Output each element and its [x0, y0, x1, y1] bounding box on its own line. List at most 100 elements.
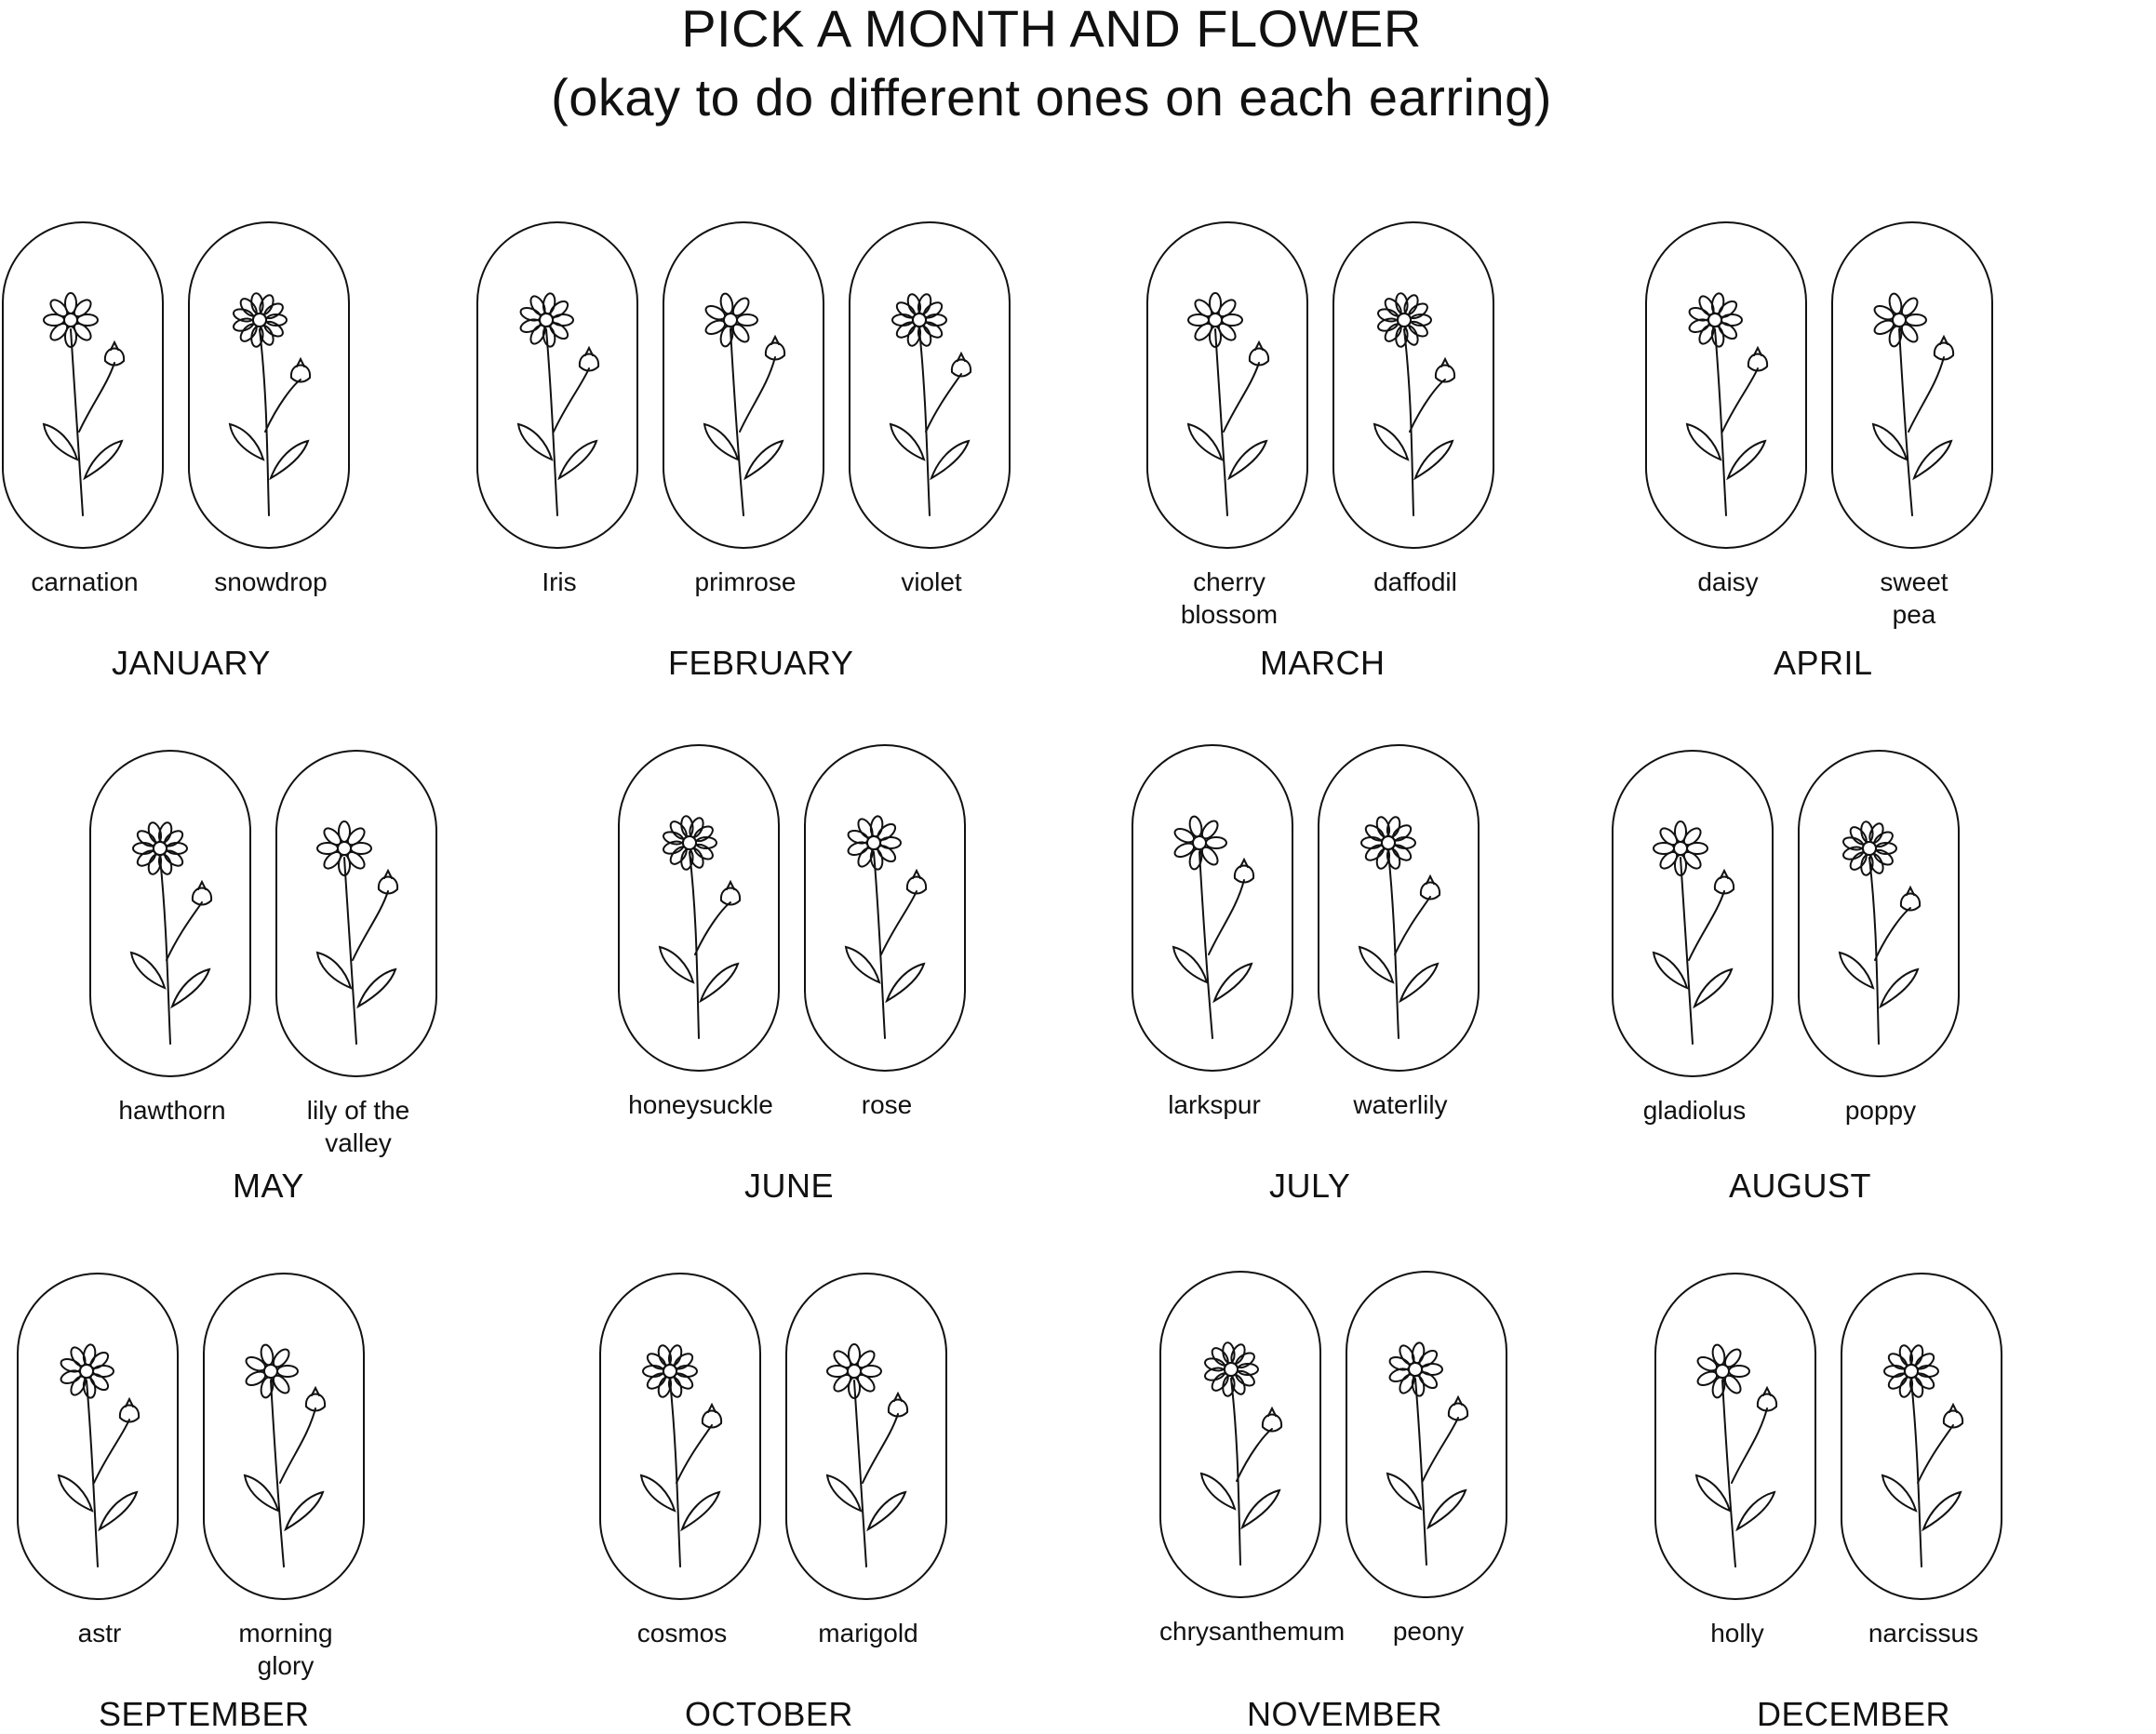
flower-label: rose [861, 1090, 913, 1119]
flower-label: snowdrop [214, 567, 328, 596]
title-line-2: (okay to do different ones on each earri… [551, 68, 1552, 127]
earring-oval[interactable] [1159, 1271, 1321, 1598]
flower-label: poppy [1844, 1096, 1917, 1125]
flower-label: hawthorn [118, 1096, 226, 1125]
flower-label: lily of the valley [306, 1096, 410, 1157]
month-group-march: cherry blossom daffodil [1146, 221, 1498, 631]
flower-label: peony [1392, 1617, 1465, 1646]
chrysanthemum-icon [1199, 1341, 1283, 1566]
flower-option-holly[interactable]: holly [1654, 1273, 1820, 1649]
earring-oval[interactable] [849, 221, 1011, 549]
flower-label: honeysuckle [628, 1090, 773, 1119]
month-label-march: MARCH [1260, 644, 1386, 682]
poppy-icon [1838, 820, 1922, 1045]
earring-oval[interactable] [476, 221, 638, 549]
month-label-may: MAY [233, 1167, 304, 1205]
flower-label: narcissus [1868, 1619, 1979, 1647]
earring-oval[interactable] [17, 1273, 179, 1600]
larkspur-icon [1172, 815, 1255, 1039]
earring-oval[interactable] [1132, 744, 1293, 1072]
holly-icon [1694, 1343, 1778, 1567]
month-group-july: larkspur waterlily [1132, 744, 1483, 1121]
earring-oval[interactable] [663, 221, 824, 549]
earring-oval[interactable] [804, 744, 966, 1072]
flower-option-daffodil[interactable]: daffodil [1332, 221, 1498, 631]
flower-label: daffodil [1373, 567, 1457, 596]
flower-option-chrysanthemum[interactable]: chrysanthemum [1159, 1271, 1345, 1647]
earring-oval[interactable] [785, 1273, 947, 1600]
flower-label: violet [901, 567, 962, 596]
gladiolus-icon [1652, 820, 1735, 1045]
month-group-september: astr morning glory [17, 1273, 368, 1682]
flower-option-cosmos[interactable]: cosmos [599, 1273, 765, 1649]
month-label-january: JANUARY [112, 644, 271, 682]
title-line-1: PICK A MONTH AND FLOWER [681, 0, 1422, 58]
earring-oval[interactable] [1841, 1273, 2002, 1600]
flower-option-lily-of-the-valley[interactable]: lily of the valley [275, 750, 441, 1159]
flower-label: marigold [818, 1619, 918, 1647]
flower-option-iris[interactable]: Iris [476, 221, 642, 598]
flower-option-rose[interactable]: rose [804, 744, 970, 1121]
earring-oval[interactable] [1332, 221, 1494, 549]
earring-oval[interactable] [1146, 221, 1308, 549]
flower-label: gladiolus [1642, 1096, 1747, 1125]
flower-label: primrose [694, 567, 797, 596]
violet-icon [889, 293, 972, 516]
flower-option-snowdrop[interactable]: snowdrop [188, 221, 354, 598]
flower-option-carnation[interactable]: carnation [2, 221, 167, 598]
earring-oval[interactable] [2, 221, 164, 549]
flower-option-marigold[interactable]: marigold [785, 1273, 951, 1649]
flower-option-violet[interactable]: violet [849, 221, 1014, 598]
daisy-icon [1685, 292, 1769, 516]
month-label-june: JUNE [744, 1167, 835, 1205]
month-label-october: OCTOBER [685, 1695, 853, 1733]
earring-oval[interactable] [1346, 1271, 1507, 1598]
flower-option-hawthorn[interactable]: hawthorn [89, 750, 255, 1159]
flower-option-morning-glory[interactable]: morning glory [203, 1273, 368, 1682]
flower-label: holly [1710, 1619, 1764, 1647]
narcissus-icon [1881, 1344, 1964, 1567]
waterlily-icon [1358, 816, 1441, 1039]
month-group-april: daisy sweet pea [1645, 221, 1997, 631]
earring-oval[interactable] [1318, 744, 1480, 1072]
month-label-november: NOVEMBER [1247, 1695, 1443, 1733]
iris-icon [516, 292, 600, 516]
honeysuckle-icon [658, 815, 742, 1039]
morning-glory-icon [243, 1343, 327, 1567]
flower-option-sweet-pea[interactable]: sweet pea [1831, 221, 1997, 631]
daffodil-icon [1373, 292, 1456, 516]
month-label-august: AUGUST [1729, 1167, 1872, 1205]
flower-option-larkspur[interactable]: larkspur [1132, 744, 1297, 1121]
cosmos-icon [639, 1344, 723, 1567]
earring-oval[interactable] [618, 744, 780, 1072]
aster-icon [57, 1343, 141, 1567]
month-label-september: SEPTEMBER [99, 1695, 310, 1733]
page-title: PICK A MONTH AND FLOWER (okay to do diff… [0, 0, 2103, 132]
earring-oval[interactable] [203, 1273, 365, 1600]
flower-option-daisy[interactable]: daisy [1645, 221, 1811, 631]
flower-label: waterlily [1353, 1090, 1448, 1119]
flower-label: sweet pea [1880, 567, 1948, 629]
earring-oval[interactable] [1654, 1273, 1816, 1600]
flower-option-narcissus[interactable]: narcissus [1841, 1273, 2006, 1649]
earring-oval[interactable] [188, 221, 350, 549]
flower-option-astr[interactable]: astr [17, 1273, 182, 1682]
flower-option-honeysuckle[interactable]: honeysuckle [618, 744, 783, 1121]
earring-oval[interactable] [1831, 221, 1993, 549]
flower-option-gladiolus[interactable]: gladiolus [1612, 750, 1777, 1127]
month-group-november: chrysanthemum peony [1159, 1271, 1511, 1647]
cherry-blossom-icon [1186, 292, 1270, 516]
earring-oval[interactable] [1645, 221, 1807, 549]
flower-option-poppy[interactable]: poppy [1798, 750, 1963, 1127]
flower-label: Iris [542, 567, 577, 596]
earring-oval[interactable] [599, 1273, 761, 1600]
flower-option-cherry-blossom[interactable]: cherry blossom [1146, 221, 1312, 631]
earring-oval[interactable] [89, 750, 251, 1077]
earring-oval[interactable] [275, 750, 437, 1077]
flower-option-primrose[interactable]: primrose [663, 221, 828, 598]
flower-option-peony[interactable]: peony [1346, 1271, 1511, 1647]
flower-option-waterlily[interactable]: waterlily [1318, 744, 1483, 1121]
earring-oval[interactable] [1798, 750, 1960, 1077]
earring-oval[interactable] [1612, 750, 1774, 1077]
lily-of-the-valley-icon [315, 820, 399, 1045]
